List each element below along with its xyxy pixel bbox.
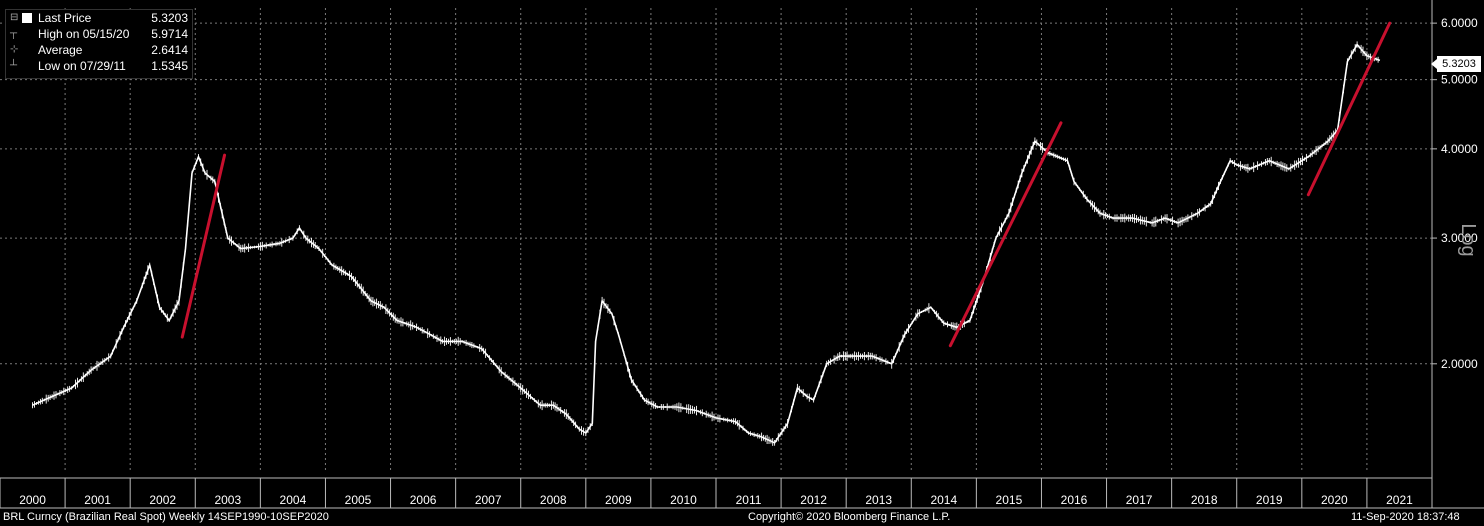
x-tick-label: 2020 (1321, 493, 1348, 507)
x-tick-label: 2000 (19, 493, 46, 507)
x-tick-label: 2016 (1061, 493, 1088, 507)
y-tick-label: 5.0000 (1441, 73, 1478, 87)
x-tick-label: 2004 (280, 493, 307, 507)
low-marker-icon: ┴ (10, 60, 18, 71)
y-tick-label: 2.0000 (1441, 357, 1478, 371)
x-tick-label: 2019 (1256, 493, 1283, 507)
legend-low: ┴ Low on 07/29/11 1.5345 (6, 58, 192, 74)
x-tick-label: 2013 (865, 493, 892, 507)
legend-high: ┬ High on 05/15/20 5.9714 (6, 26, 192, 42)
trend-line (948, 121, 1063, 348)
trend-line (180, 153, 227, 339)
footer-timestamp: 11-Sep-2020 18:37:48 (1351, 511, 1460, 523)
y-tick-label: 4.0000 (1441, 142, 1478, 156)
series-swatch-icon (22, 13, 32, 23)
legend-last-price-value: 5.3203 (151, 11, 188, 25)
x-tick-label: 2007 (475, 493, 502, 507)
footer-bar: BRL Curncy (Brazilian Real Spot) Weekly … (0, 508, 1484, 526)
x-tick-label: 2021 (1386, 493, 1413, 507)
footer-security-info: BRL Curncy (Brazilian Real Spot) Weekly … (3, 511, 329, 523)
legend-box: ⊟ Last Price 5.3203 ┬ High on 05/15/20 5… (5, 9, 193, 79)
collapse-icon[interactable]: ⊟ (10, 12, 19, 23)
x-tick-label: 2002 (149, 493, 176, 507)
legend-average-label: Average (38, 43, 83, 57)
x-tick-label: 2009 (605, 493, 632, 507)
legend-high-label: High on 05/15/20 (38, 27, 130, 41)
legend-low-label: Low on 07/29/11 (38, 59, 126, 73)
legend-average-value: 2.6414 (151, 43, 188, 57)
legend-average: ⊹ Average 2.6414 (6, 42, 192, 58)
y-tick-label: 6.0000 (1441, 16, 1478, 30)
legend-last-price: ⊟ Last Price 5.3203 (6, 10, 192, 26)
trend-lines (180, 21, 1392, 348)
x-tick-label: 2015 (996, 493, 1023, 507)
x-tick-label: 2018 (1191, 493, 1218, 507)
axes: 2.0000 3.0000 4.0000 5.0000 6.0000 Log 2000 200… (0, 0, 1484, 509)
legend-low-value: 1.5345 (151, 59, 188, 73)
price-series (32, 41, 1381, 446)
legend-high-value: 5.9714 (151, 27, 188, 41)
average-marker-icon: ⊹ (10, 44, 19, 55)
x-tick-label: 2008 (540, 493, 567, 507)
x-tick-label: 2003 (214, 493, 241, 507)
y-axis-title: Log (1457, 223, 1479, 256)
x-tick-label: 2017 (1126, 493, 1153, 507)
x-tick-label: 2011 (736, 493, 762, 507)
x-tick-label: 2001 (84, 493, 111, 507)
footer-copyright: Copyright© 2020 Bloomberg Finance L.P. (748, 511, 951, 523)
last-price-tag: 5.3203 (1431, 56, 1481, 72)
y-tick-label: 3.0000 (1441, 231, 1478, 245)
x-tick-label: 2006 (410, 493, 437, 507)
x-tick-label: 2005 (345, 493, 372, 507)
x-tick-label: 2012 (800, 493, 827, 507)
legend-last-price-label: Last Price (38, 11, 92, 25)
high-marker-icon: ┬ (10, 28, 18, 39)
grid-lines (0, 8, 1432, 470)
x-tick-label: 2010 (670, 493, 697, 507)
x-tick-label: 2014 (930, 493, 957, 507)
trend-line (1306, 21, 1392, 197)
